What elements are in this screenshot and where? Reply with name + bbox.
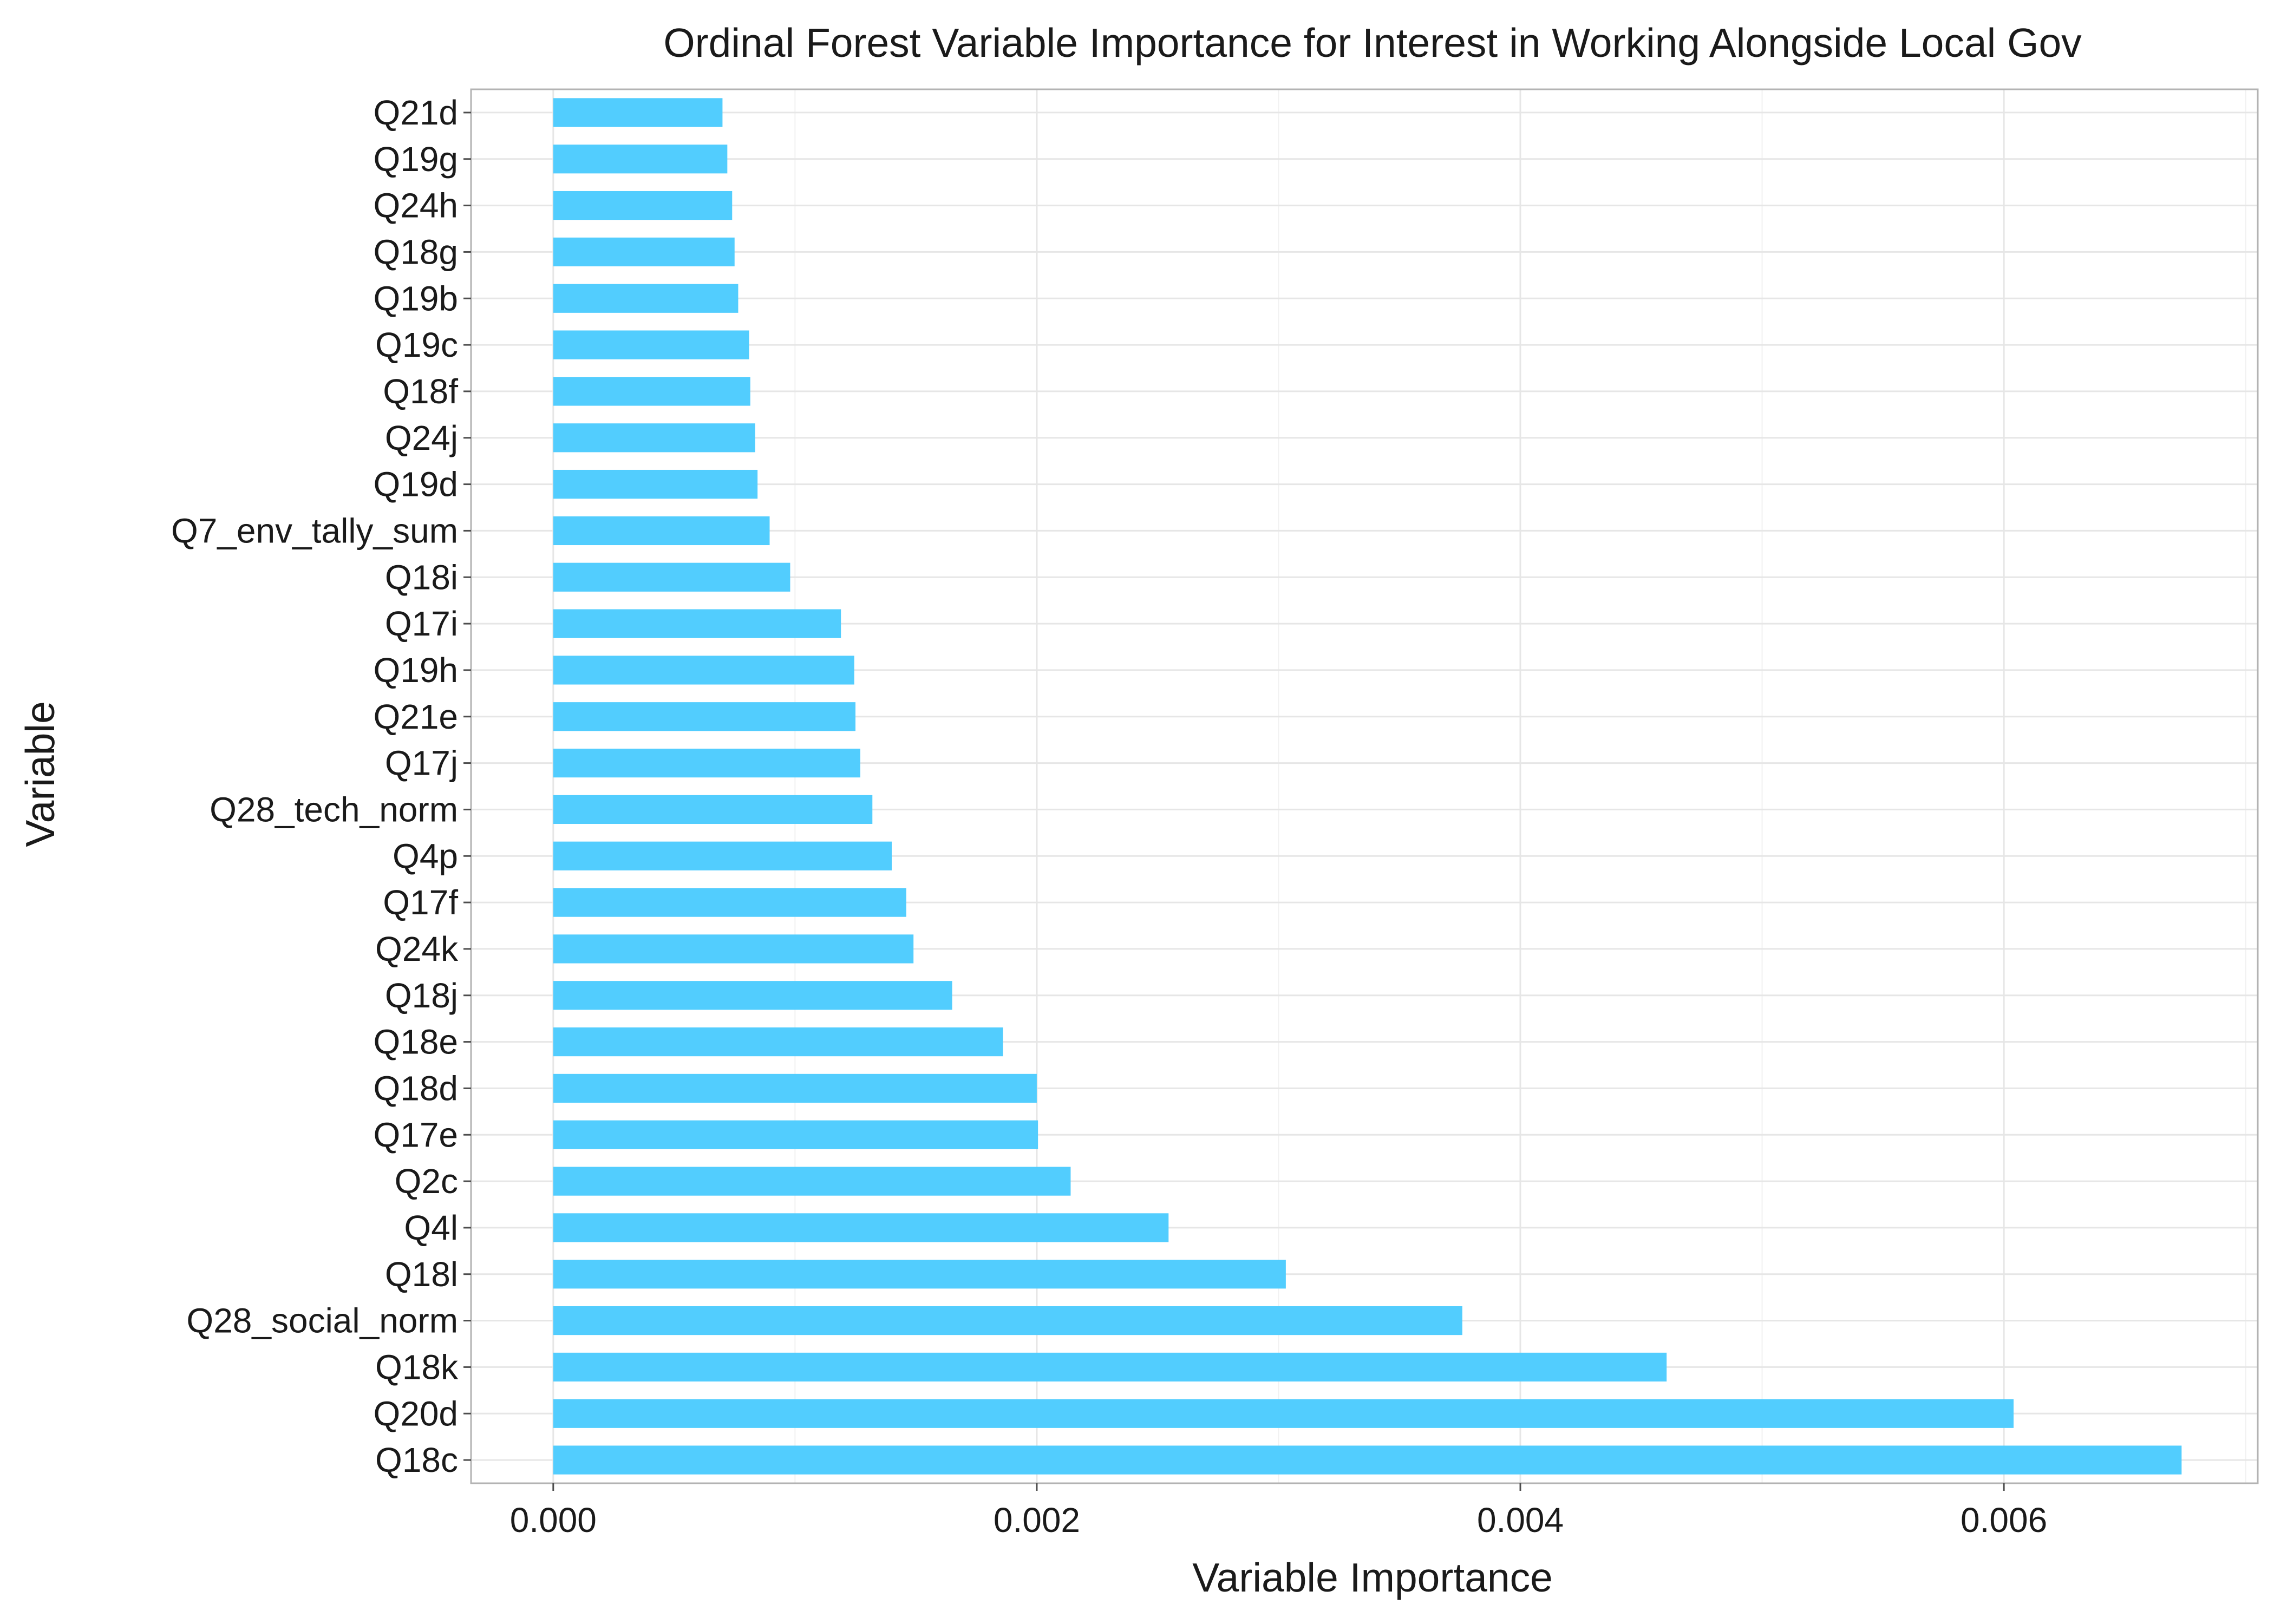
bar-Q18d — [553, 1073, 1037, 1103]
y-tick-label: Q18g — [373, 232, 458, 271]
y-tick-label: Q18i — [385, 558, 458, 597]
y-tick-label: Q17e — [373, 1115, 458, 1154]
y-tick-label: Q18j — [385, 976, 458, 1015]
bar-Q18g — [553, 237, 735, 267]
bar-Q7_env_tally_sum — [553, 516, 770, 546]
y-tick-label: Q18l — [385, 1255, 458, 1294]
y-tick-label: Q17j — [385, 744, 458, 783]
y-tick-label: Q18k — [375, 1347, 459, 1386]
y-tick-label: Q17f — [383, 883, 458, 922]
x-tick-label: 0.006 — [1961, 1501, 2047, 1540]
bar-Q24j — [553, 423, 755, 453]
bar-Q18c — [553, 1445, 2182, 1475]
y-tick-label: Q20d — [373, 1394, 458, 1433]
y-axis-title: Variable — [17, 701, 63, 847]
x-tick-label: 0.002 — [994, 1501, 1080, 1540]
bar-Q18i — [553, 562, 790, 592]
y-tick-label: Q19g — [373, 140, 458, 179]
x-tick-label: 0.000 — [510, 1501, 597, 1540]
y-tick-label: Q21e — [373, 697, 458, 736]
y-tick-label: Q18f — [383, 372, 458, 411]
y-tick-label: Q2c — [395, 1162, 458, 1201]
bar-Q28_tech_norm — [553, 795, 873, 824]
y-tick-label: Q4p — [393, 836, 458, 875]
bar-Q24h — [553, 191, 733, 220]
y-tick-label: Q18d — [373, 1069, 458, 1108]
bar-Q19d — [553, 469, 758, 499]
bar-Q17i — [553, 609, 841, 638]
bar-Q18j — [553, 981, 952, 1010]
bar-Q2c — [553, 1167, 1071, 1196]
minor-gridlines — [794, 89, 2246, 1483]
y-tick-label: Q24k — [375, 929, 459, 968]
bar-Q18l — [553, 1260, 1286, 1289]
y-tick-label: Q24h — [373, 186, 458, 225]
bars — [553, 98, 2182, 1475]
bar-Q17e — [553, 1120, 1038, 1149]
y-tick-label: Q19b — [373, 279, 458, 318]
y-tick-label: Q19c — [375, 325, 458, 364]
y-axis: Q21d Q19g Q24h Q18g Q19b Q19c Q18f Q24j Q19d Q7_e… — [171, 93, 471, 1479]
bar-Q18e — [553, 1027, 1003, 1057]
bar-Q4p — [553, 841, 892, 870]
bar-Q18k — [553, 1352, 1667, 1382]
bar-Q17f — [553, 888, 906, 917]
y-tick-label: Q17i — [385, 604, 458, 643]
y-tick-label: Q18e — [373, 1023, 458, 1062]
y-tick-label: Q7_env_tally_sum — [171, 511, 458, 550]
bar-Q20d — [553, 1399, 2014, 1428]
bar-Q21e — [553, 702, 856, 731]
x-axis-title: Variable Importance — [1192, 1555, 1553, 1600]
y-tick-label: Q21d — [373, 93, 458, 132]
y-tick-label: Q24j — [385, 418, 458, 457]
y-tick-label: Q28_tech_norm — [210, 790, 458, 829]
x-tick-label: 0.004 — [1477, 1501, 1564, 1540]
y-tick-label: Q18c — [375, 1440, 458, 1479]
y-tick-label: Q4l — [404, 1208, 458, 1247]
bar-Q19h — [553, 656, 854, 685]
y-tick-label: Q19d — [373, 465, 458, 504]
bar-Q24k — [553, 934, 914, 964]
bar-Q17j — [553, 748, 860, 778]
chart-title: Ordinal Forest Variable Importance for I… — [663, 20, 2082, 66]
panel-border — [470, 88, 2259, 1484]
bar-Q21d — [553, 98, 723, 127]
x-axis: 0.000 0.002 0.004 0.006 — [510, 1483, 2047, 1540]
bar-Q4l — [553, 1213, 1169, 1242]
y-tick-label: Q19h — [373, 651, 458, 690]
bar-Q19c — [553, 330, 749, 359]
bar-Q28_social_norm — [553, 1306, 1462, 1335]
bar-Q19g — [553, 145, 728, 174]
bar-Q18f — [553, 377, 750, 406]
bar-Q19b — [553, 284, 739, 313]
y-tick-label: Q28_social_norm — [186, 1301, 458, 1340]
